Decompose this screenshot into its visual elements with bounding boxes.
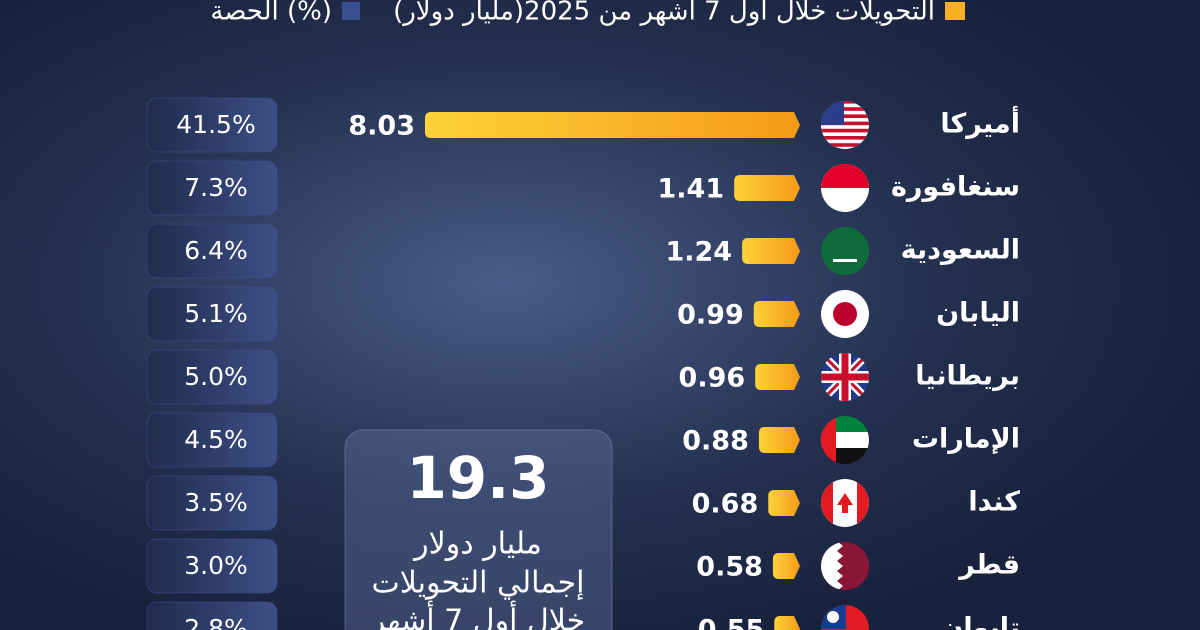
bar — [758, 427, 800, 453]
flag-part — [821, 107, 869, 111]
bar — [425, 112, 800, 138]
bar — [753, 301, 800, 327]
category-label: اليابان — [936, 298, 1020, 329]
share-label: 3.0% — [184, 551, 248, 580]
flag — [821, 353, 869, 401]
bar — [772, 553, 800, 579]
category-label: السعودية — [901, 235, 1020, 266]
legend-label: التحويلات خلال أول 7 أشهر من 2025(مليار … — [393, 0, 935, 27]
legend: التحويلات خلال أول 7 أشهر من 2025(مليار … — [210, 0, 965, 27]
flag-part — [833, 302, 857, 326]
share-label: 5.1% — [184, 299, 248, 328]
share-box — [146, 223, 278, 279]
total-value: 19.3 — [406, 444, 549, 512]
value-label: 1.24 — [665, 237, 732, 268]
bar — [734, 175, 800, 201]
flag-part — [837, 493, 853, 513]
bar — [755, 364, 800, 390]
value-label: 0.96 — [679, 363, 746, 394]
flag-part — [821, 136, 869, 140]
share-box — [146, 97, 278, 153]
share-box — [146, 601, 278, 630]
legend-swatch — [945, 2, 965, 20]
flag-part — [821, 101, 869, 104]
flag — [821, 227, 869, 275]
share-label: 41.5% — [176, 110, 255, 139]
value-label: 0.68 — [692, 489, 759, 520]
flag-part — [833, 259, 857, 262]
flag-part — [841, 353, 849, 401]
category-label: قطر — [957, 550, 1020, 581]
legend-label: الحصة (%) — [210, 0, 332, 27]
flag-part — [821, 542, 843, 590]
bar — [774, 616, 800, 630]
value-label: 1.41 — [658, 174, 725, 205]
share-label: 2.8% — [184, 614, 248, 630]
share-box — [146, 160, 278, 216]
flag-part — [821, 143, 869, 147]
flag — [821, 101, 869, 149]
value-label: 0.58 — [696, 552, 763, 583]
value-label: 0.55 — [698, 615, 765, 630]
flag-part — [821, 416, 836, 464]
flag — [821, 479, 869, 527]
share-label: 7.3% — [184, 173, 248, 202]
share-box — [146, 475, 278, 531]
share-label: 4.5% — [184, 425, 248, 454]
bar — [768, 490, 800, 516]
share-label: 5.0% — [184, 362, 248, 391]
value-label: 8.03 — [348, 111, 415, 142]
share-box — [146, 286, 278, 342]
total-box — [344, 429, 613, 630]
flag — [821, 290, 869, 338]
share-box — [146, 538, 278, 594]
category-label: سنغافورة — [891, 172, 1020, 203]
flag-part — [821, 121, 869, 126]
share-label: 3.5% — [184, 488, 248, 517]
value-label: 0.88 — [682, 426, 749, 457]
legend-swatch — [342, 2, 360, 20]
flag-part — [821, 227, 869, 275]
total-period: خلال أول 7 أشهر — [369, 600, 585, 630]
share-label: 6.4% — [184, 236, 248, 265]
category-label: الإمارات — [912, 424, 1020, 455]
share-box — [146, 412, 278, 468]
value-label: 0.99 — [677, 300, 744, 331]
category-label: بريطانيا — [915, 361, 1020, 392]
total-label: إجمالي التحويلات — [372, 566, 585, 601]
flag — [821, 164, 869, 212]
share-box — [146, 349, 278, 405]
flag — [821, 542, 869, 590]
category-label: تايوان — [940, 613, 1020, 630]
flag-part — [821, 114, 869, 118]
category-label: كندا — [968, 487, 1020, 518]
category-label: أميركا — [940, 106, 1020, 140]
flag — [821, 416, 869, 464]
flag-part — [827, 611, 839, 623]
flag-part — [821, 128, 869, 133]
bar — [742, 238, 800, 264]
total-unit: مليار دولار — [412, 527, 542, 562]
